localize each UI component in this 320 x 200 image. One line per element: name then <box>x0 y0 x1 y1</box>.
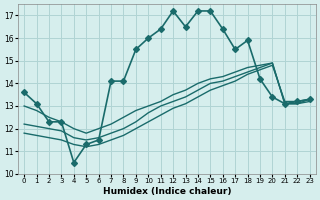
X-axis label: Humidex (Indice chaleur): Humidex (Indice chaleur) <box>103 187 231 196</box>
